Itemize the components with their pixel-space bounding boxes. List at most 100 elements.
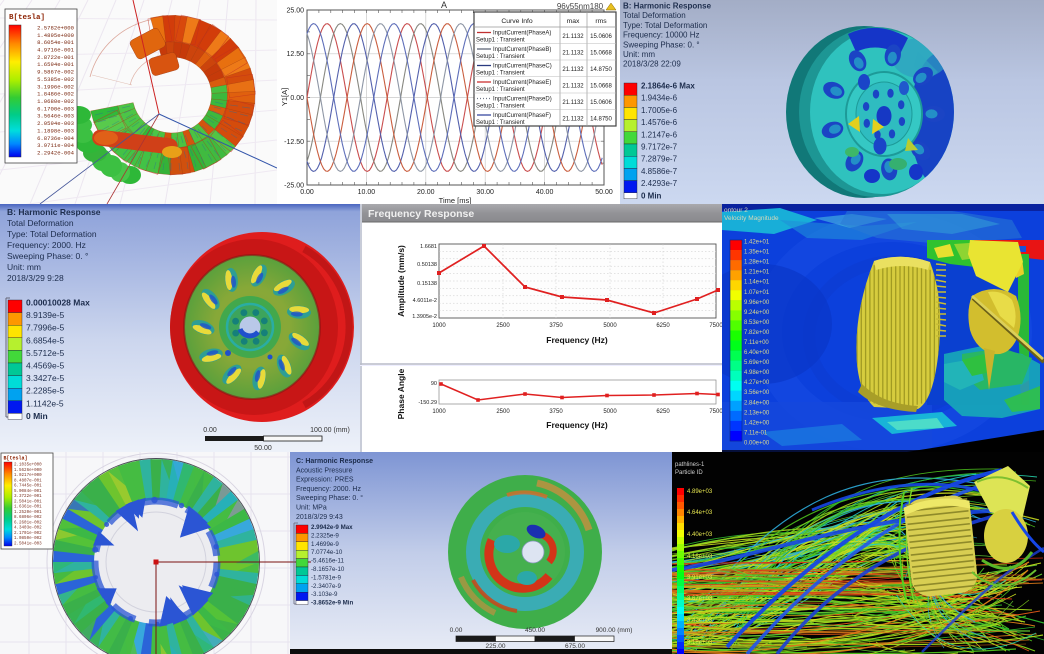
svg-text:-12.50: -12.50 [284, 139, 304, 146]
svg-text:900.00 (mm): 900.00 (mm) [596, 627, 633, 634]
svg-text:1.0217e+000: 1.0217e+000 [14, 474, 42, 478]
svg-text:14.8750: 14.8750 [590, 117, 612, 123]
svg-text:1.42e+01: 1.42e+01 [744, 240, 770, 246]
svg-text:25.00: 25.00 [286, 8, 304, 15]
svg-text:7.7996e-5: 7.7996e-5 [26, 323, 65, 333]
svg-text:9.96e+00: 9.96e+00 [744, 300, 770, 306]
svg-text:0.50138: 0.50138 [417, 262, 437, 268]
svg-text:4.27e+00: 4.27e+00 [744, 380, 770, 386]
svg-text:Sweeping Phase: 0. °: Sweeping Phase: 0. ° [7, 251, 88, 261]
svg-text:C: Harmonic Response: C: Harmonic Response [296, 458, 373, 465]
svg-text:1.8486e-002: 1.8486e-002 [37, 91, 74, 98]
svg-text:2.2285e-5: 2.2285e-5 [26, 386, 65, 396]
svg-text:1.9434e-6: 1.9434e-6 [641, 94, 678, 103]
svg-text:2.4293e-7: 2.4293e-7 [641, 179, 678, 188]
svg-text:3750: 3750 [549, 409, 563, 415]
svg-text:2018/3/29 9:28: 2018/3/29 9:28 [7, 273, 64, 283]
svg-text:2.9942e-9 Max: 2.9942e-9 Max [311, 524, 353, 531]
svg-text:8.4807e-001: 8.4807e-001 [14, 479, 42, 483]
svg-text:21.1132: 21.1132 [562, 67, 584, 73]
svg-text:4.40e+03: 4.40e+03 [687, 532, 713, 538]
svg-text:-1.5781e-9: -1.5781e-9 [311, 574, 341, 581]
svg-text:1.6361e-001: 1.6361e-001 [14, 506, 42, 510]
svg-text:2.2325e-9: 2.2325e-9 [311, 532, 339, 539]
svg-text:90: 90 [431, 381, 437, 387]
svg-text:-150.29: -150.29 [418, 400, 437, 406]
svg-text:4.98e+00: 4.98e+00 [744, 370, 770, 376]
svg-text:InputCurrent(PhaseC): InputCurrent(PhaseC) [493, 64, 552, 70]
svg-text:3.5646e-003: 3.5646e-003 [37, 113, 74, 120]
svg-text:Unit: mm: Unit: mm [623, 50, 655, 59]
svg-text:20.00: 20.00 [417, 189, 435, 196]
svg-text:1000: 1000 [432, 409, 446, 415]
svg-text:2.5782e+000: 2.5782e+000 [37, 25, 75, 32]
svg-text:Setup1 : Transient: Setup1 : Transient [476, 54, 525, 60]
svg-text:-8.1657e-10: -8.1657e-10 [311, 566, 345, 573]
svg-text:30.00: 30.00 [476, 189, 494, 196]
svg-text:96v55nm180: 96v55nm180 [557, 2, 604, 11]
svg-text:8.6806e-002: 8.6806e-002 [14, 516, 42, 520]
svg-text:Expression: PRES: Expression: PRES [296, 477, 354, 484]
svg-text:1.2147e-6: 1.2147e-6 [641, 130, 678, 139]
svg-text:450.00: 450.00 [525, 627, 545, 634]
svg-text:9.24e+00: 9.24e+00 [744, 310, 770, 316]
svg-text:15.0668: 15.0668 [590, 51, 612, 57]
svg-text:Unit: mm: Unit: mm [7, 262, 41, 272]
svg-text:2.2942e-004: 2.2942e-004 [37, 149, 75, 156]
svg-text:1.6594e-001: 1.6594e-001 [37, 61, 75, 68]
svg-text:1.28e+01: 1.28e+01 [744, 260, 770, 266]
svg-text:9.5867e-002: 9.5867e-002 [37, 69, 74, 76]
svg-text:1.14e+01: 1.14e+01 [744, 280, 770, 286]
svg-text:21.1132: 21.1132 [562, 84, 584, 90]
svg-text:15.0606: 15.0606 [590, 34, 612, 40]
svg-text:5.5712e-5: 5.5712e-5 [26, 348, 65, 358]
svg-text:2018/3/28 22:09: 2018/3/28 22:09 [623, 60, 681, 69]
svg-text:-5.4616e-11: -5.4616e-11 [311, 558, 344, 565]
svg-text:Sweeping Phase: 0. °: Sweeping Phase: 0. ° [296, 494, 363, 502]
svg-text:-3.103e-9: -3.103e-9 [311, 591, 338, 598]
svg-text:1.0680e-002: 1.0680e-002 [37, 98, 74, 105]
svg-text:6.1700e-003: 6.1700e-003 [37, 105, 74, 112]
svg-text:Setup1 : Transient: Setup1 : Transient [476, 120, 525, 126]
svg-text:InputCurrent(PhaseE): InputCurrent(PhaseE) [493, 80, 551, 86]
svg-text:6250: 6250 [656, 323, 670, 329]
svg-text:1.6681: 1.6681 [420, 244, 437, 250]
svg-text:ontour 2: ontour 2 [724, 207, 748, 214]
svg-text:Setup1 : Transient: Setup1 : Transient [476, 71, 525, 77]
svg-text:B[tesla]: B[tesla] [4, 456, 28, 462]
svg-text:7.0774e-10: 7.0774e-10 [311, 549, 343, 556]
svg-text:0 Min: 0 Min [641, 191, 662, 200]
svg-text:Frequency (Hz): Frequency (Hz) [546, 420, 608, 430]
svg-text:8.9139e-5: 8.9139e-5 [26, 310, 65, 320]
svg-text:7.11e+00: 7.11e+00 [744, 340, 769, 346]
svg-text:2018/3/29 9:43: 2018/3/29 9:43 [296, 514, 343, 521]
svg-text:3.9711e-004: 3.9711e-004 [37, 142, 75, 149]
svg-text:B[tesla]: B[tesla] [9, 14, 45, 22]
svg-text:6.6854e-5: 6.6854e-5 [26, 335, 65, 345]
svg-text:6.40e+00: 6.40e+00 [744, 350, 770, 356]
svg-text:Curve Info: Curve Info [501, 18, 533, 25]
svg-text:50.00: 50.00 [595, 189, 613, 196]
svg-text:6.7445e-001: 6.7445e-001 [14, 485, 42, 489]
svg-text:-25.00: -25.00 [284, 183, 304, 190]
svg-text:0.00e+00: 0.00e+00 [744, 441, 770, 447]
svg-text:Setup1 : Transient: Setup1 : Transient [476, 87, 525, 93]
svg-text:6.2601e-002: 6.2601e-002 [14, 521, 42, 525]
svg-text:1.7005e-6: 1.7005e-6 [641, 106, 678, 115]
svg-text:Frequency: 2000. Hz: Frequency: 2000. Hz [296, 486, 361, 493]
svg-text:0.00010028 Max: 0.00010028 Max [26, 298, 90, 308]
svg-text:1.3905e-2: 1.3905e-2 [412, 314, 437, 320]
svg-text:21.1132: 21.1132 [562, 100, 584, 106]
svg-text:2500: 2500 [496, 409, 510, 415]
svg-text:3.42e+03: 3.42e+03 [687, 618, 713, 624]
svg-text:3.67e+03: 3.67e+03 [687, 596, 713, 602]
svg-text:Frequency (Hz): Frequency (Hz) [546, 335, 608, 345]
svg-text:0.00: 0.00 [203, 427, 217, 434]
svg-text:InputCurrent(PhaseB): InputCurrent(PhaseB) [493, 47, 551, 53]
svg-text:2.84e+00: 2.84e+00 [744, 400, 770, 406]
svg-text:pathlines-1: pathlines-1 [675, 462, 705, 468]
svg-text:0 Min: 0 Min [26, 411, 48, 421]
svg-text:1.35e+01: 1.35e+01 [744, 250, 770, 256]
svg-text:7.2879e-7: 7.2879e-7 [641, 155, 678, 164]
svg-text:7.11e-01: 7.11e-01 [744, 431, 768, 437]
